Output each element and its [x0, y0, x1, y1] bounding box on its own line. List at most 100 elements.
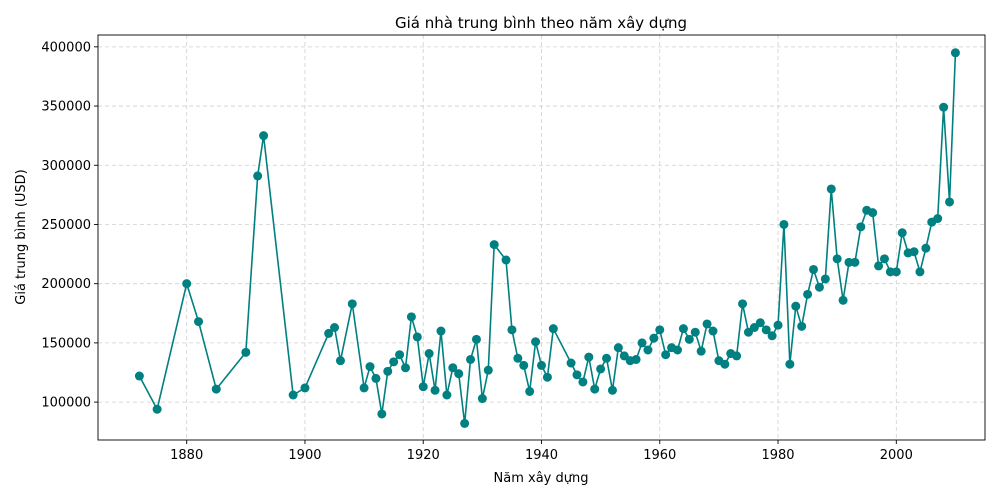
data-point	[684, 334, 694, 344]
chart-title: Giá nhà trung bình theo năm xây dựng	[395, 14, 687, 32]
data-point	[483, 365, 493, 375]
data-point	[720, 359, 730, 369]
data-point	[868, 208, 878, 218]
data-point	[324, 328, 334, 338]
data-point	[537, 360, 546, 370]
data-point	[826, 184, 836, 194]
data-point	[371, 373, 381, 383]
y-tick-label: 150000	[41, 336, 91, 351]
data-point	[300, 383, 310, 393]
data-point	[797, 321, 807, 331]
data-point	[134, 371, 144, 381]
data-point	[466, 354, 476, 364]
data-point	[412, 332, 422, 342]
data-point	[596, 364, 606, 374]
data-point	[335, 356, 345, 366]
data-point	[950, 48, 960, 58]
x-tick-label: 1900	[288, 448, 321, 463]
data-point	[542, 372, 552, 382]
y-tick-label: 200000	[41, 277, 91, 292]
data-point	[643, 345, 653, 355]
data-point	[406, 312, 416, 322]
data-point	[785, 359, 795, 369]
data-point	[673, 345, 683, 355]
x-tick-label: 1960	[643, 448, 676, 463]
data-point	[471, 334, 481, 344]
data-point	[649, 333, 659, 343]
data-point	[501, 255, 511, 265]
data-point	[211, 384, 221, 394]
data-point	[578, 377, 588, 387]
data-point	[253, 171, 263, 181]
data-point	[194, 317, 204, 327]
data-point	[513, 353, 523, 363]
data-point	[460, 418, 470, 428]
y-tick-label: 300000	[41, 159, 91, 174]
data-point	[288, 390, 298, 400]
series-line	[138, 52, 957, 425]
data-point	[525, 386, 535, 396]
data-point	[400, 363, 410, 373]
tick-layer: 1880 1900 1920 1940 1960 1980 2000 100000 150000…	[41, 40, 912, 463]
data-point	[879, 254, 889, 264]
data-point	[803, 289, 813, 299]
data-point	[359, 383, 369, 393]
data-point	[809, 264, 819, 274]
data-point	[477, 394, 487, 404]
x-axis-label: Năm xây dựng	[494, 471, 589, 486]
y-tick-label: 350000	[41, 100, 91, 115]
data-point	[330, 323, 340, 332]
grid-layer	[98, 35, 985, 440]
data-point	[602, 353, 612, 363]
data-point	[454, 369, 464, 379]
data-point	[933, 214, 943, 224]
data-point	[755, 318, 765, 328]
data-point	[531, 337, 541, 347]
data-point	[909, 247, 919, 257]
data-point	[708, 326, 718, 336]
y-tick-label: 250000	[41, 218, 91, 233]
data-point	[838, 295, 848, 305]
data-point	[832, 254, 842, 264]
data-point	[436, 326, 446, 336]
data-point	[182, 279, 192, 289]
y-tick-label: 100000	[41, 396, 91, 411]
data-point	[738, 299, 748, 309]
data-point	[590, 384, 600, 394]
data-point	[395, 350, 405, 360]
data-point	[613, 343, 623, 353]
data-point	[631, 354, 641, 364]
data-point	[921, 243, 931, 253]
data-point	[820, 274, 830, 284]
data-point	[389, 357, 399, 367]
data-point	[365, 362, 375, 372]
data-point	[519, 360, 529, 370]
data-point	[945, 197, 955, 207]
data-point	[732, 351, 742, 361]
data-point	[939, 102, 949, 112]
data-point	[607, 385, 617, 395]
data-point	[241, 347, 251, 357]
data-point	[791, 301, 801, 311]
x-tick-label: 1880	[170, 448, 203, 463]
data-point	[696, 346, 706, 356]
data-point	[430, 385, 440, 395]
x-tick-label: 1980	[761, 448, 794, 463]
data-point	[850, 257, 860, 267]
data-point	[507, 325, 517, 335]
data-point	[572, 370, 582, 380]
data-point	[377, 409, 387, 419]
data-point	[489, 240, 499, 250]
data-point	[897, 228, 907, 238]
data-point	[442, 390, 452, 400]
data-point	[856, 222, 866, 232]
x-tick-label: 2000	[880, 448, 913, 463]
y-tick-label: 400000	[41, 40, 91, 55]
series-layer	[134, 48, 960, 428]
data-point	[874, 261, 884, 271]
data-point	[655, 325, 665, 335]
data-point	[891, 267, 901, 277]
data-point	[761, 325, 771, 335]
data-point	[566, 358, 576, 368]
